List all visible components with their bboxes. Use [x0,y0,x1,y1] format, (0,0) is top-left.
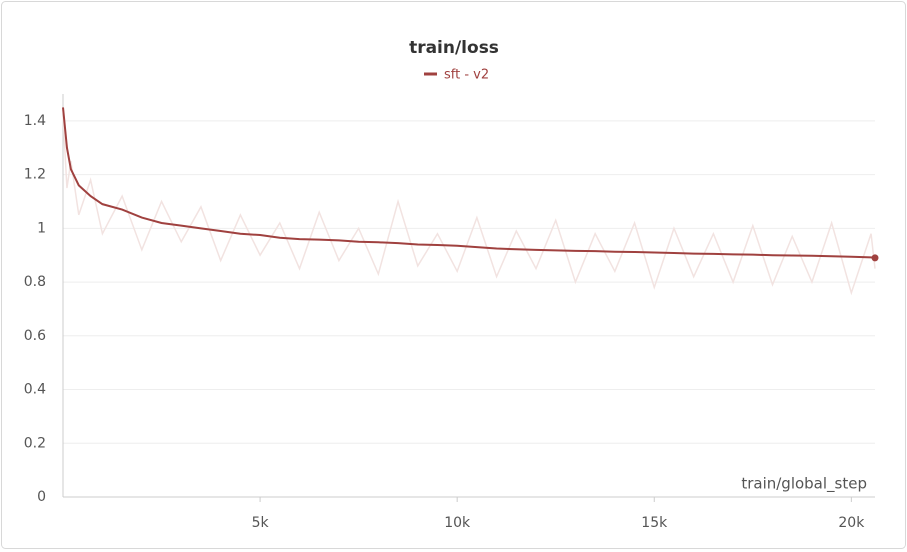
chart-title: train/loss [409,38,499,58]
x-tick-label: 15k [641,515,668,531]
x-tick-label: 20k [838,515,865,531]
y-tick-label: 0.2 [24,435,46,451]
legend-label[interactable]: sft - v2 [444,68,489,83]
x-axis-label: train/global_step [741,475,867,494]
x-tick-label: 10k [444,515,471,531]
y-tick-label: 1.2 [24,167,46,183]
y-tick-label: 0.6 [24,328,46,344]
y-tick-label: 1 [37,220,46,236]
smoothed-line [62,107,876,259]
y-tick-label: 1.4 [24,113,46,129]
y-tick-label: 0.8 [24,274,46,290]
x-tick-label: 5k [252,515,270,531]
y-tick-label: 0.4 [24,382,46,398]
y-tick-label: 0 [37,489,46,505]
end-point [871,254,879,262]
